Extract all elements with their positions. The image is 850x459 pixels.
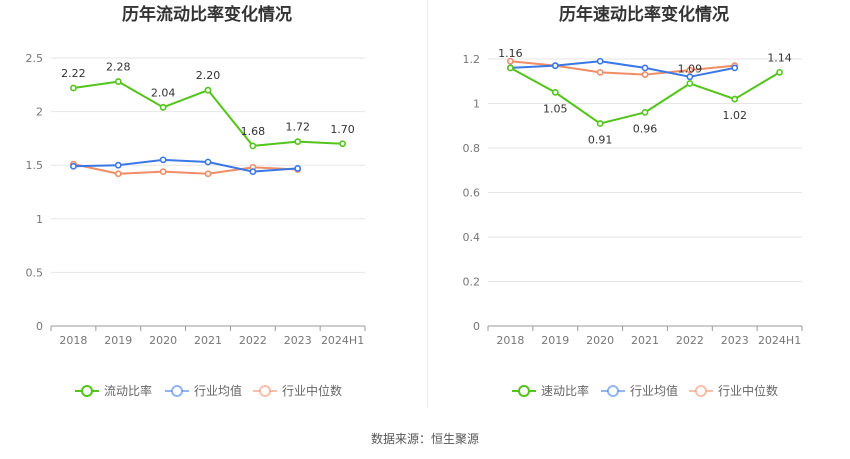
x-tick-label: 2020 bbox=[149, 334, 177, 347]
legend-marker bbox=[259, 385, 271, 397]
data-point bbox=[596, 68, 604, 76]
data-point bbox=[70, 162, 77, 170]
x-tick-label: 2024H1 bbox=[758, 334, 801, 347]
data-point bbox=[551, 88, 559, 96]
data-label: 1.72 bbox=[285, 121, 310, 134]
data-label: 2.20 bbox=[196, 69, 221, 82]
y-tick-label: 1 bbox=[36, 213, 43, 226]
data-point bbox=[204, 86, 212, 94]
y-tick-label: 1 bbox=[473, 98, 480, 111]
x-tick-label: 2023 bbox=[284, 334, 312, 347]
data-label: 1.70 bbox=[330, 123, 355, 136]
chart-title: 历年流动比率变化情况 bbox=[122, 4, 292, 25]
x-tick-label: 2022 bbox=[676, 334, 704, 347]
data-label: 1.16 bbox=[498, 47, 523, 60]
charts-canvas: 历年流动比率变化情况 0 0.5 1 1.5 2 2.5 2018 2019 2020 2021 20… bbox=[26, 4, 803, 398]
legend-marker bbox=[518, 385, 530, 397]
data-point bbox=[507, 64, 514, 72]
y-tick-label: 0.4 bbox=[463, 231, 481, 244]
chart-title: 历年速动比率变化情况 bbox=[559, 4, 729, 25]
y-tick-label: 0 bbox=[36, 320, 43, 333]
x-tick-label: 2021 bbox=[194, 334, 222, 347]
y-tick-label: 1.5 bbox=[26, 159, 44, 172]
data-point bbox=[204, 170, 212, 178]
data-point bbox=[249, 142, 257, 150]
x-tick-label: 2019 bbox=[541, 334, 569, 347]
data-point bbox=[249, 168, 257, 176]
y-tick-label: 2.5 bbox=[26, 52, 44, 65]
data-label: 1.09 bbox=[678, 62, 703, 75]
data-point bbox=[641, 109, 649, 116]
y-tick-label: 0 bbox=[473, 320, 480, 333]
data-point bbox=[339, 140, 346, 148]
data-point bbox=[204, 158, 212, 166]
y-tick-label: 0.5 bbox=[26, 266, 44, 279]
data-label: 2.22 bbox=[61, 67, 86, 80]
data-point bbox=[641, 71, 649, 78]
data-point bbox=[114, 78, 122, 85]
data-label: 1.14 bbox=[767, 51, 792, 64]
data-label: 2.28 bbox=[106, 61, 131, 74]
data-label: 1.68 bbox=[241, 125, 266, 138]
y-tick-label: 2 bbox=[36, 106, 43, 119]
legend-marker bbox=[695, 385, 707, 397]
data-point bbox=[114, 170, 122, 178]
data-point bbox=[507, 57, 514, 65]
legend-label: 行业中位数 bbox=[282, 383, 342, 398]
y-tick-label: 0.2 bbox=[463, 276, 481, 289]
x-tick-label: 2019 bbox=[104, 334, 132, 347]
x-tick-label: 2018 bbox=[496, 334, 524, 347]
data-point bbox=[686, 66, 694, 74]
x-tick-label: 2020 bbox=[586, 334, 614, 347]
legend-label: 行业均值 bbox=[194, 383, 242, 398]
legend-label: 行业均值 bbox=[630, 383, 678, 398]
data-point bbox=[776, 68, 783, 76]
legend-marker bbox=[607, 385, 619, 397]
data-label: 0.91 bbox=[588, 134, 613, 147]
x-tick-label: 2023 bbox=[721, 334, 749, 347]
data-point bbox=[731, 64, 739, 72]
data-point bbox=[551, 62, 559, 70]
data-point bbox=[294, 165, 302, 172]
legend-marker bbox=[171, 385, 183, 397]
data-point bbox=[159, 103, 167, 111]
y-tick-label: 0.8 bbox=[463, 142, 481, 155]
data-label: 1.05 bbox=[543, 102, 568, 115]
legend-label: 速动比率 bbox=[541, 383, 589, 398]
data-label: 2.04 bbox=[151, 86, 176, 99]
legend-label: 流动比率 bbox=[104, 383, 152, 398]
x-tick-label: 2022 bbox=[239, 334, 267, 347]
data-point bbox=[686, 73, 694, 81]
series-line bbox=[73, 158, 298, 173]
data-label: 0.96 bbox=[633, 122, 658, 135]
data-point bbox=[159, 156, 167, 164]
series-line bbox=[510, 60, 735, 76]
legend-label: 行业中位数 bbox=[718, 383, 778, 398]
data-point bbox=[596, 57, 604, 65]
data-point bbox=[70, 84, 77, 92]
data-point bbox=[596, 120, 604, 127]
x-tick-label: 2018 bbox=[59, 334, 87, 347]
y-tick-label: 0.6 bbox=[463, 187, 481, 200]
data-label: 1.02 bbox=[722, 109, 747, 122]
data-point bbox=[294, 138, 302, 146]
source-note: 数据来源：恒生聚源 bbox=[370, 432, 479, 446]
x-tick-label: 2024H1 bbox=[321, 334, 364, 347]
data-point bbox=[731, 95, 739, 103]
data-point bbox=[686, 80, 694, 87]
data-point bbox=[159, 168, 167, 176]
data-point bbox=[114, 161, 122, 169]
series-line bbox=[73, 163, 298, 175]
x-tick-label: 2021 bbox=[631, 334, 659, 347]
y-tick-label: 1.2 bbox=[463, 53, 481, 66]
panel-divider bbox=[427, 0, 428, 408]
series-line bbox=[510, 60, 735, 78]
legend-marker bbox=[81, 385, 93, 397]
data-point bbox=[641, 64, 649, 72]
